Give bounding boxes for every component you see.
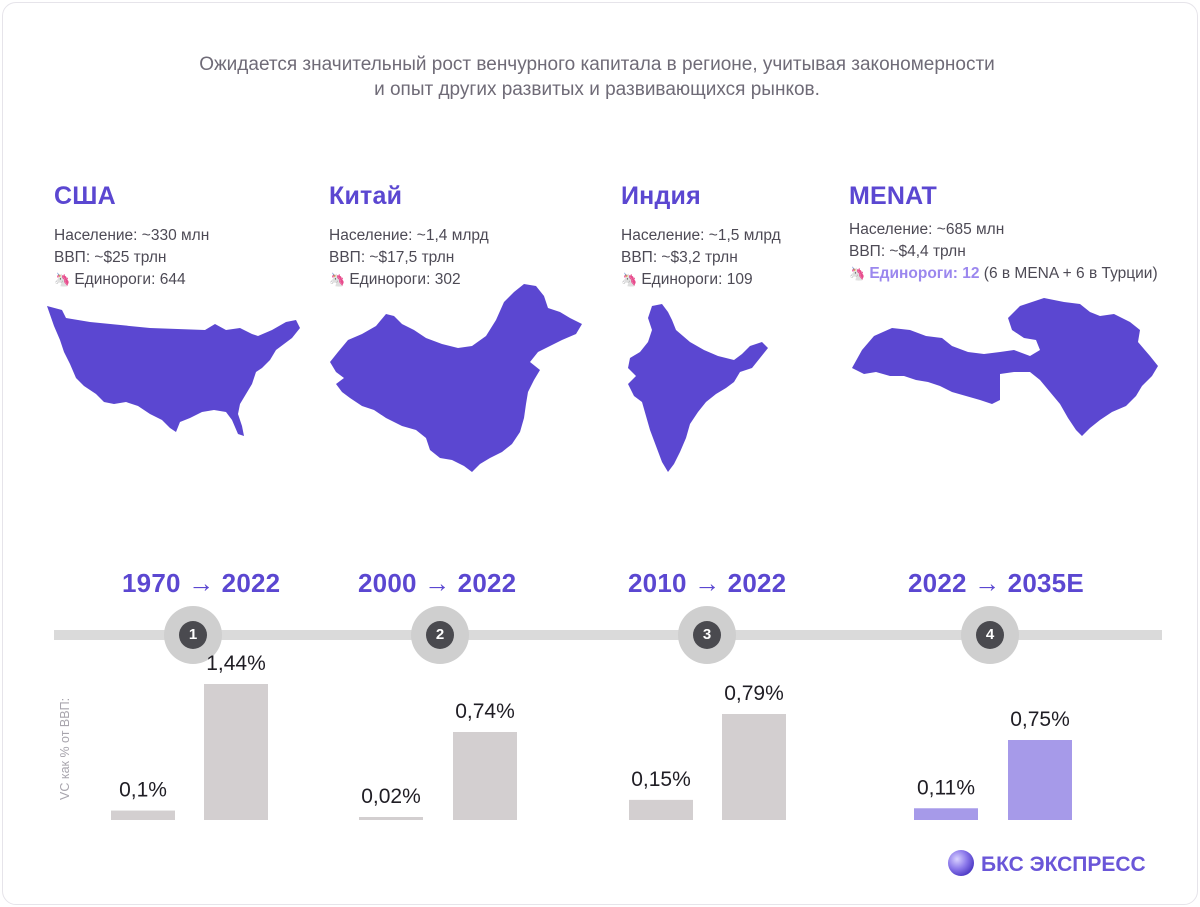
period-label: 1970 → 2022	[122, 568, 281, 598]
bar-value-label: 0,75%	[1010, 708, 1070, 731]
bar-1-1	[453, 732, 517, 820]
unicorn-icon: 🦄	[329, 272, 346, 287]
bar-2-1	[722, 714, 786, 820]
unicorns-value: Единороги: 109	[641, 271, 753, 288]
period-label: 2022 → 2035E	[908, 568, 1084, 598]
bar-2-0	[629, 799, 693, 820]
bar-value-label: 0,11%	[917, 776, 975, 799]
period-label: 2010 → 2022	[628, 568, 787, 598]
unicorns-stat: 🦄 Единороги: 109	[621, 269, 781, 291]
bar-1-0	[359, 817, 423, 820]
region-usa: США Население: ~330 млн ВВП: ~$25 трлн 🦄…	[54, 182, 209, 291]
region-india: Индия Население: ~1,5 млрд ВВП: ~$3,2 тр…	[621, 182, 781, 291]
timeline-marker: 1	[164, 606, 222, 664]
unicorns-value: Единороги: 302	[349, 271, 461, 288]
unicorns-stat: 🦄 Единороги: 302	[329, 269, 489, 291]
bar-3-0	[914, 808, 978, 820]
period-label: 2000 → 2022	[358, 568, 517, 598]
timeline-track	[54, 630, 1162, 640]
timeline-marker: 2	[411, 606, 469, 664]
intro-line-2: и опыт других развитых и развивающихся р…	[374, 79, 820, 100]
population-stat: Население: ~685 млн	[849, 221, 1005, 238]
marker-number: 2	[426, 621, 454, 649]
intro-text: Ожидается значительный рост венчурного к…	[0, 52, 1194, 102]
bar-value-label: 0,15%	[631, 768, 691, 791]
bar-0-0	[111, 810, 175, 820]
unicorns-extra: (6 в MENA + 6 в Турции)	[979, 265, 1158, 282]
unicorns-stat: 🦄 Единороги: 12 (6 в MENA + 6 в Турции)	[849, 263, 1158, 285]
gdp-stat: ВВП: ~$4,4 трлн	[849, 243, 966, 260]
timeline-marker: 3	[678, 606, 736, 664]
logo-text: БКС ЭКСПРЕСС	[981, 853, 1146, 876]
region-title: Китай	[329, 182, 403, 210]
population-stat: Население: ~1,5 млрд	[621, 227, 781, 244]
region-title: MENAT	[849, 182, 938, 210]
bar-0-1	[204, 684, 268, 820]
region-title: США	[54, 182, 116, 210]
region-china: Китай Население: ~1,4 млрд ВВП: ~$17,5 т…	[329, 182, 489, 291]
region-menat: MENAT Население: ~685 млн ВВП: ~$4,4 трл…	[849, 182, 1158, 285]
marker-number: 4	[976, 621, 1004, 649]
bar-3-1	[1008, 740, 1072, 820]
region-title: Индия	[621, 182, 701, 210]
population-stat: Население: ~330 млн	[54, 227, 210, 244]
timeline-marker: 4	[961, 606, 1019, 664]
intro-line-1: Ожидается значительный рост венчурного к…	[199, 54, 995, 75]
bar-value-label: 0,79%	[724, 682, 784, 705]
gdp-stat: ВВП: ~$17,5 трлн	[329, 249, 455, 266]
population-stat: Население: ~1,4 млрд	[329, 227, 489, 244]
unicorn-icon: 🦄	[621, 272, 638, 287]
sphere-logo-icon: БКС ЭКСПРЕСС	[948, 850, 1146, 876]
gdp-stat: ВВП: ~$3,2 трлн	[621, 249, 738, 266]
unicorn-icon: 🦄	[849, 266, 866, 281]
bar-value-label: 0,1%	[119, 779, 167, 802]
marker-number: 1	[179, 621, 207, 649]
unicorns-stat: 🦄 Единороги: 644	[54, 269, 209, 291]
unicorns-value: Единороги: 12	[869, 265, 980, 282]
unicorn-icon: 🦄	[54, 272, 71, 287]
marker-number: 3	[693, 621, 721, 649]
bks-express-logo: БКС ЭКСПРЕСС	[946, 847, 1176, 881]
bar-value-label: 0,74%	[455, 700, 515, 723]
bar-value-label: 0,02%	[361, 785, 421, 808]
gdp-stat: ВВП: ~$25 трлн	[54, 249, 167, 266]
unicorns-value: Единороги: 644	[74, 271, 186, 288]
bar-value-label: 1,44%	[206, 652, 266, 675]
